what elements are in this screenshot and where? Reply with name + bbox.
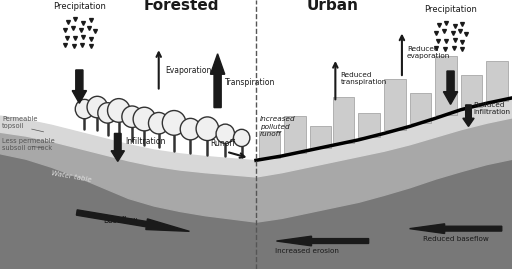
Bar: [384, 79, 406, 130]
Text: Reduced
transpiration: Reduced transpiration: [340, 72, 387, 85]
Text: Increased
polluted
runoff: Increased polluted runoff: [260, 116, 296, 137]
Bar: [333, 97, 354, 143]
Text: Evaporation: Evaporation: [165, 66, 211, 75]
Bar: [358, 113, 380, 137]
FancyArrow shape: [463, 105, 474, 126]
Bar: [486, 61, 508, 101]
FancyArrow shape: [276, 236, 369, 246]
Text: Water table: Water table: [51, 170, 92, 183]
FancyArrow shape: [210, 54, 225, 108]
Text: Precipitation: Precipitation: [53, 2, 106, 10]
Circle shape: [180, 118, 201, 140]
Text: Precipitation: Precipitation: [424, 5, 477, 14]
Text: Reduced baseflow: Reduced baseflow: [423, 236, 488, 242]
Text: Baseflow: Baseflow: [103, 216, 138, 225]
Text: Runoff: Runoff: [210, 139, 235, 148]
Bar: [259, 131, 280, 158]
Text: Increased erosion: Increased erosion: [275, 248, 339, 254]
Text: Reduced
infiltration: Reduced infiltration: [474, 102, 510, 115]
Bar: [410, 93, 431, 123]
Text: Less permeable
subsoil on rock: Less permeable subsoil on rock: [2, 138, 55, 151]
Circle shape: [133, 107, 156, 131]
Circle shape: [162, 111, 186, 135]
Circle shape: [122, 106, 142, 128]
Text: Reduced
evaporation: Reduced evaporation: [407, 46, 450, 59]
Bar: [284, 116, 306, 153]
FancyArrow shape: [72, 70, 87, 103]
FancyArrow shape: [76, 210, 189, 231]
Circle shape: [216, 124, 234, 143]
Text: Urban: Urban: [307, 0, 359, 13]
FancyArrow shape: [410, 224, 502, 233]
Bar: [435, 56, 457, 115]
Circle shape: [75, 99, 94, 119]
Bar: [310, 126, 331, 148]
Circle shape: [98, 103, 117, 123]
Circle shape: [108, 99, 130, 122]
Circle shape: [87, 96, 108, 118]
Text: Infiltration: Infiltration: [125, 137, 166, 146]
Bar: [461, 75, 482, 107]
Text: Forested: Forested: [144, 0, 220, 13]
Text: Permeable
topsoil: Permeable topsoil: [2, 116, 37, 129]
Text: Transpiration: Transpiration: [225, 78, 275, 87]
FancyArrow shape: [443, 71, 458, 104]
Circle shape: [148, 112, 169, 134]
Circle shape: [196, 117, 219, 141]
Circle shape: [233, 129, 250, 147]
FancyArrow shape: [111, 133, 124, 161]
